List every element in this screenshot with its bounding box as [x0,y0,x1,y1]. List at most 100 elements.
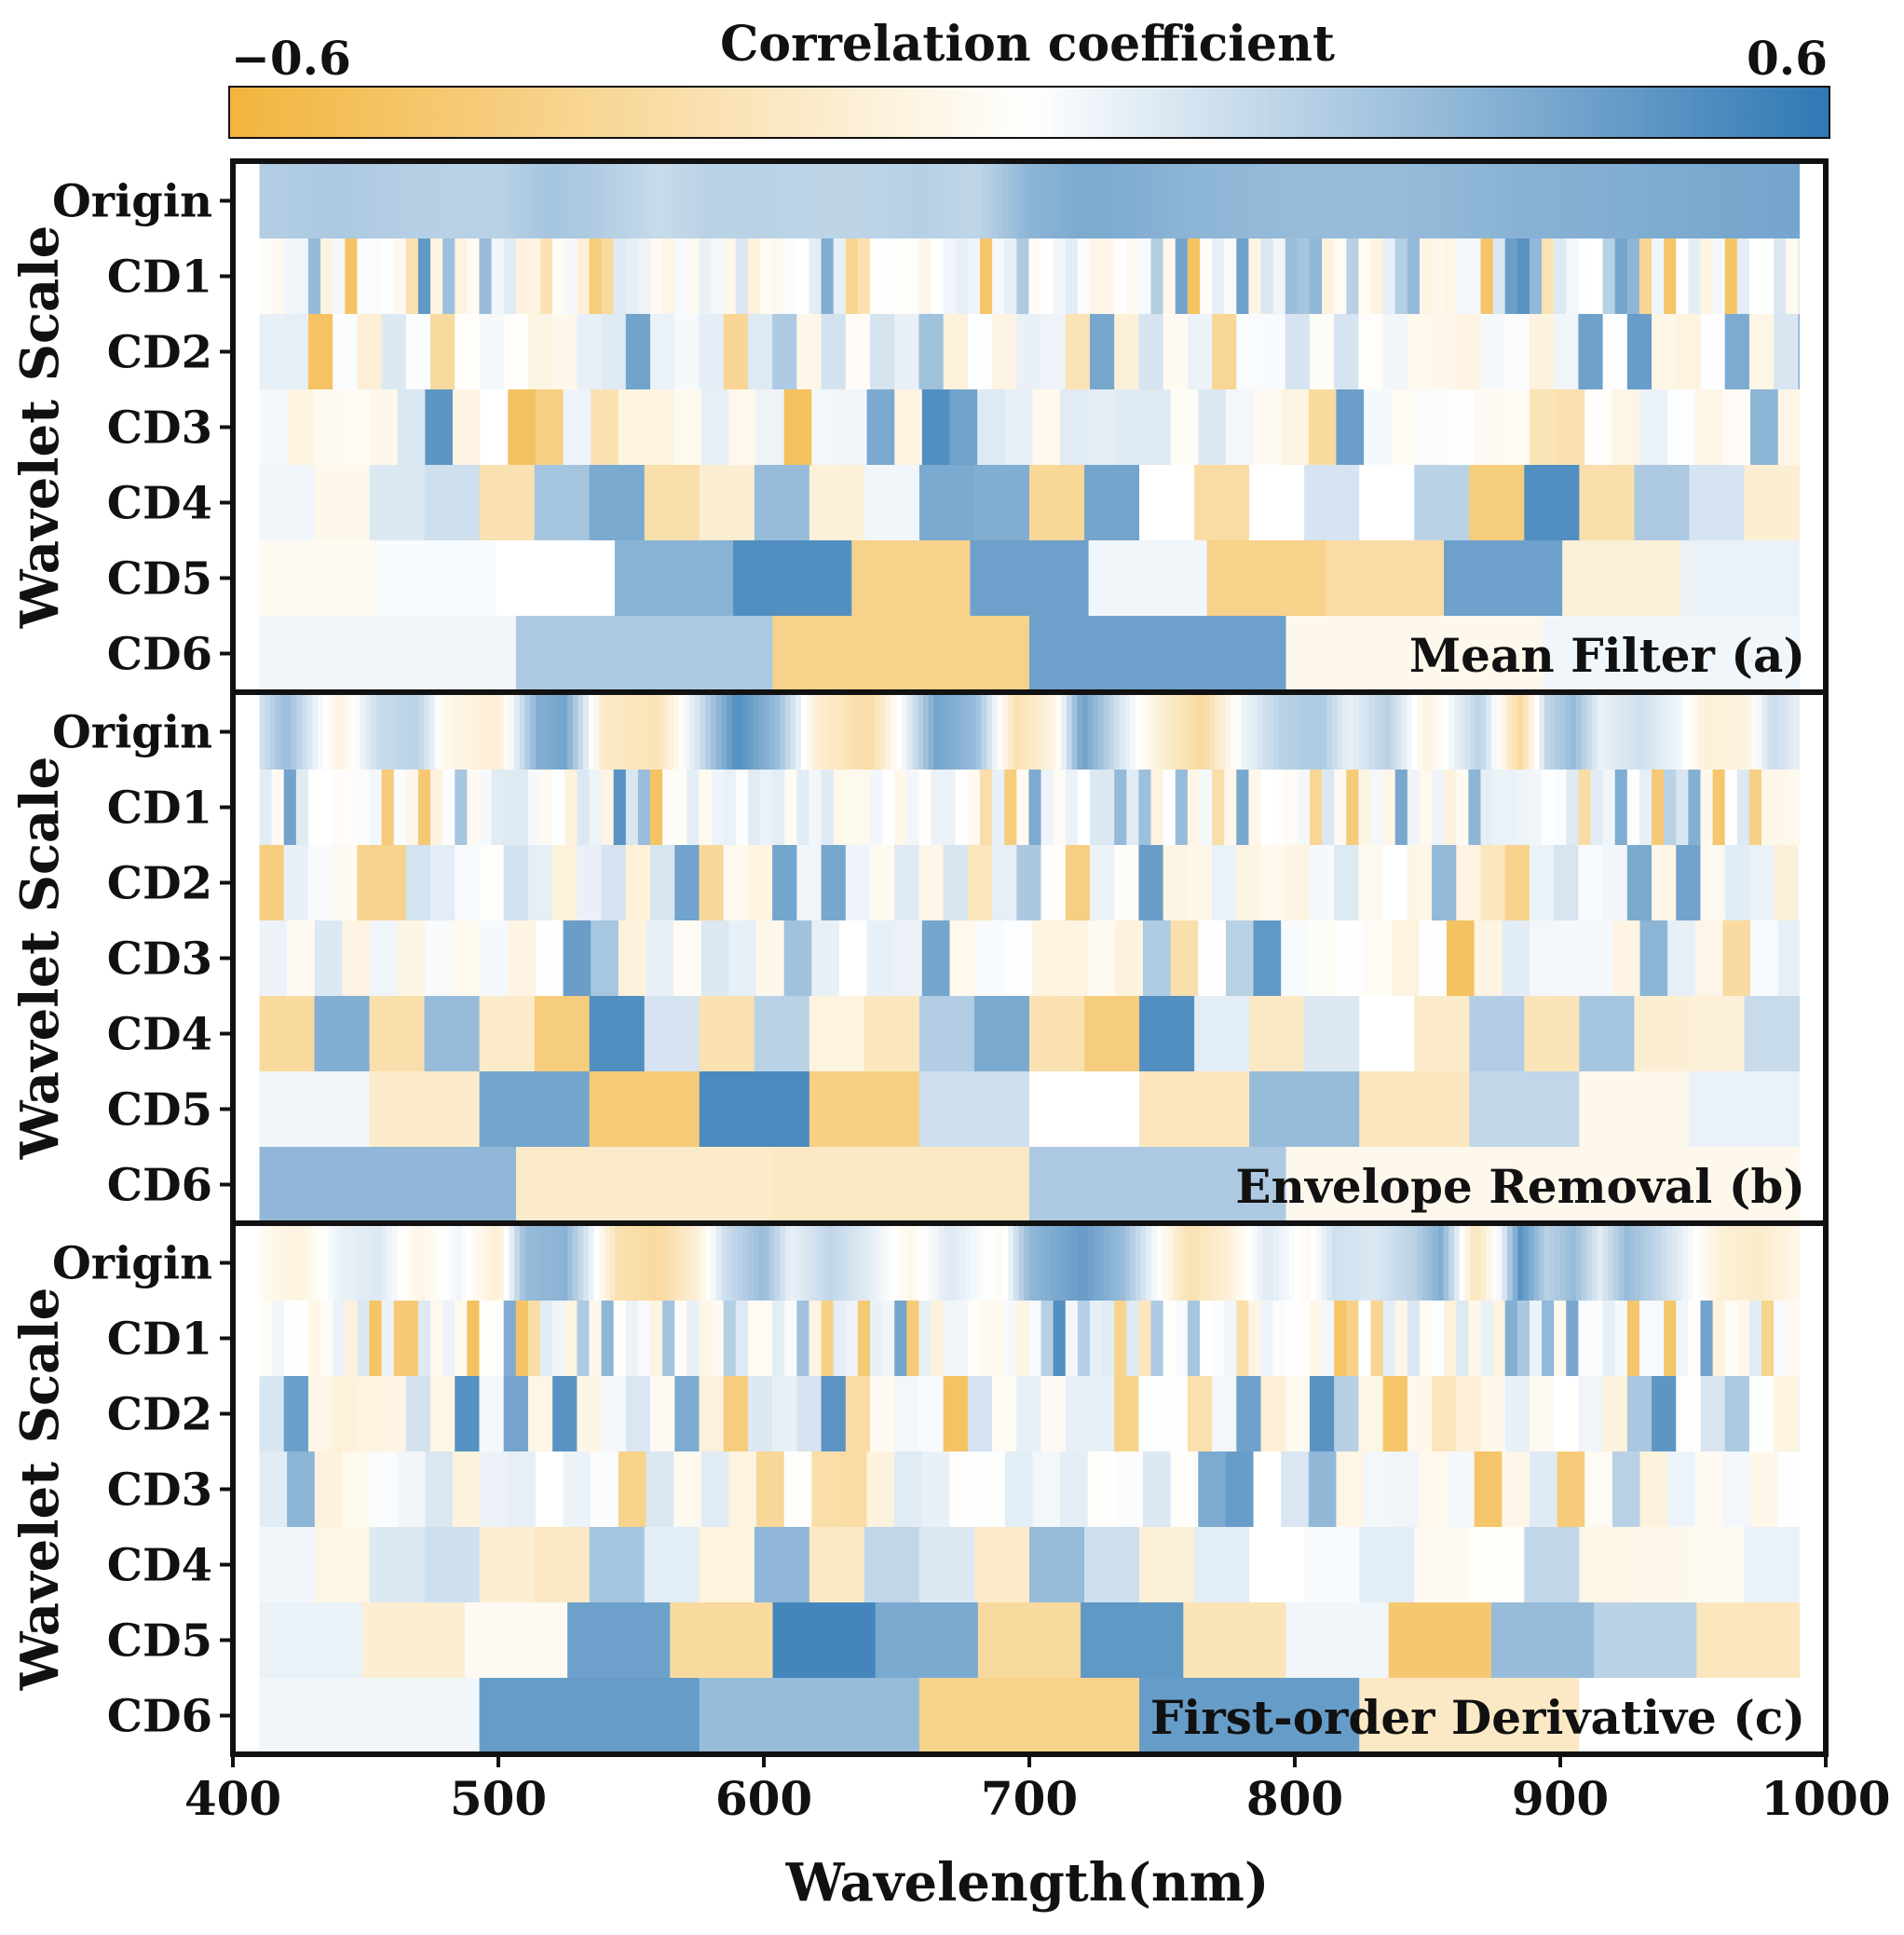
origin-cell [1427,1225,1434,1301]
cd3-cell [1253,389,1282,465]
origin-cell [646,1225,653,1301]
origin-cell [530,163,537,238]
cd4-cell [973,996,1030,1071]
origin-cell [375,694,383,770]
origin-cell [833,163,839,238]
cd3-cell [866,1451,895,1527]
cd4-cell [809,1527,865,1602]
origin-cell [1464,694,1471,770]
origin-cell [286,694,292,770]
cd2-cell [381,1376,407,1451]
cd3-cell [673,1451,702,1527]
origin-cell [344,694,350,770]
cd2-cell [357,845,383,920]
origin-cell [1740,1225,1748,1301]
origin-cell [1544,163,1551,238]
cd1-cell [1370,1301,1384,1376]
cd1-cell [1774,1301,1787,1376]
cd1-cell [1114,238,1127,314]
cd2-cell [1040,314,1067,389]
cd1-cell [1700,770,1714,845]
cd1-cell [1260,1301,1274,1376]
origin-cell [918,163,924,238]
origin-cell [445,163,452,238]
origin-cell [1040,1225,1046,1301]
cd3-cell [1612,920,1641,996]
cd2-cell [1432,845,1457,920]
cd5-cell [259,1602,363,1678]
cd3-cell [314,389,344,465]
origin-cell [1108,163,1115,238]
origin-cell [1374,1225,1380,1301]
cd1-cell [1297,238,1311,314]
origin-cell [440,1225,446,1301]
origin-cell [1172,163,1179,238]
cd3-cell [1419,389,1448,465]
origin-cell [1549,1225,1556,1301]
cd5-cell [699,1071,810,1147]
origin-cell [1348,694,1354,770]
origin-cell [551,1225,558,1301]
cd1-cell [1724,770,1738,845]
origin-cell [864,1225,871,1301]
cd2-cell [1652,1376,1677,1451]
origin-cell [1486,1225,1492,1301]
cd2-cell [772,1376,797,1451]
y-tick-label: CD6 [107,1160,212,1212]
origin-cell [1055,1225,1062,1301]
cd1-cell [601,1301,615,1376]
cd1-cell [540,238,553,314]
origin-cell [1305,694,1312,770]
origin-cell [646,163,653,238]
cd2-cell [1382,845,1408,920]
origin-cell [1326,163,1333,238]
cd1-cell [1175,1301,1189,1376]
origin-cell [1602,163,1609,238]
cd2-cell [1407,845,1433,920]
origin-cell [588,1225,595,1301]
origin-cell [1215,694,1221,770]
origin-cell [668,694,674,770]
cd3-cell [977,389,1006,465]
cd1-cell [1761,770,1775,845]
origin-cell [1406,694,1412,770]
cd1-cell [1748,770,1762,845]
cd3-cell [397,389,426,465]
x-tick-label: 1000 [1761,1771,1890,1826]
origin-cell [949,1225,956,1301]
origin-cell [1177,694,1184,770]
cd2-cell [1798,314,1801,389]
cd1-cell [259,1301,273,1376]
cd2-cell [1652,314,1677,389]
origin-cell [349,1225,356,1301]
cd2-cell [1554,314,1579,389]
origin-cell [1560,694,1567,770]
origin-cell [259,163,265,238]
colorbar-max-label: 0.6 [1747,31,1828,86]
origin-cell [1661,163,1667,238]
cd4-cell [699,1527,755,1602]
origin-cell [641,1225,648,1301]
origin-cell [408,694,415,770]
cd1-cell [1053,770,1067,845]
cd5-cell [1689,1071,1801,1147]
cd1-cell [784,770,797,845]
cd2-cell [1089,1376,1115,1451]
cd2-cell [1309,1376,1335,1451]
cd4-cell [1084,1527,1140,1602]
cd2-cell [1554,845,1579,920]
cd1-cell [735,770,749,845]
origin-cell [1634,1225,1641,1301]
cd4-cell [1579,996,1635,1071]
origin-cell [333,694,340,770]
origin-cell [1358,163,1365,238]
cd4-cell [534,996,591,1071]
x-tick-label: 500 [450,1771,547,1826]
origin-cell [1066,1225,1073,1301]
cd1-cell [1212,1301,1225,1376]
origin-cell [1693,163,1699,238]
origin-cell [1130,694,1136,770]
origin-cell [705,163,712,238]
origin-cell [461,1225,468,1301]
cd1-cell [333,238,346,314]
